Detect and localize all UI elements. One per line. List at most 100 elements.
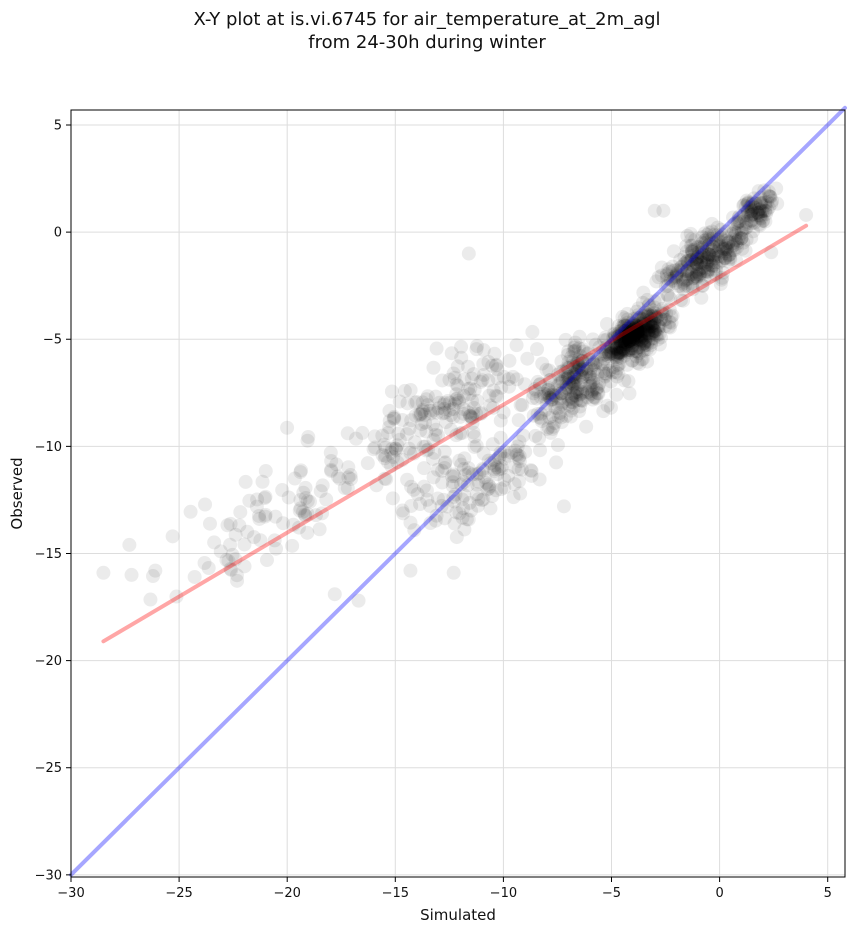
data-point <box>543 390 558 405</box>
data-point <box>300 493 315 508</box>
data-point <box>564 380 579 395</box>
data-point <box>647 203 662 218</box>
data-point <box>758 203 773 218</box>
data-point <box>437 511 452 526</box>
data-point <box>583 379 598 394</box>
data-point <box>586 357 601 372</box>
data-point <box>229 568 244 583</box>
data-point <box>597 366 612 381</box>
data-point <box>575 354 590 369</box>
data-point <box>532 431 547 446</box>
data-point <box>437 405 452 420</box>
x-tick-label: −25 <box>165 886 192 901</box>
data-point <box>755 204 770 219</box>
data-point <box>692 268 707 283</box>
data-point <box>623 320 638 335</box>
data-point <box>680 264 695 279</box>
data-point <box>442 403 457 418</box>
data-point <box>629 318 644 333</box>
data-point <box>422 403 437 418</box>
data-point <box>324 453 339 468</box>
data-point <box>680 263 695 278</box>
data-point <box>625 344 640 359</box>
data-point <box>761 184 776 199</box>
data-point <box>708 267 723 282</box>
data-point <box>726 223 741 238</box>
data-point <box>230 573 245 588</box>
data-point <box>579 364 594 379</box>
data-point <box>533 443 548 458</box>
data-point <box>415 404 430 419</box>
data-point <box>738 243 753 258</box>
data-point <box>597 351 612 366</box>
data-point <box>621 321 636 336</box>
data-point <box>697 233 712 248</box>
data-point <box>740 205 755 220</box>
data-point <box>707 248 722 263</box>
data-point <box>165 529 180 544</box>
data-point <box>466 407 481 422</box>
data-point <box>224 562 239 577</box>
data-point <box>587 356 602 371</box>
data-point <box>581 345 596 360</box>
data-point <box>731 231 746 246</box>
data-point <box>249 499 264 514</box>
data-point <box>695 278 710 293</box>
data-point <box>426 403 441 418</box>
data-point <box>603 400 618 415</box>
data-point <box>395 503 410 518</box>
data-point <box>631 324 646 339</box>
data-point <box>568 335 583 350</box>
data-point <box>403 445 418 460</box>
data-point <box>645 316 660 331</box>
data-point <box>609 387 624 402</box>
data-point <box>268 509 283 524</box>
data-point <box>734 231 749 246</box>
data-point <box>743 208 758 223</box>
data-point <box>642 342 657 357</box>
data-point <box>579 367 594 382</box>
data-point <box>548 388 563 403</box>
data-point <box>667 269 682 284</box>
data-point <box>575 384 590 399</box>
data-point <box>643 318 658 333</box>
data-point <box>689 267 704 282</box>
data-point <box>614 323 629 338</box>
data-point <box>714 244 729 259</box>
data-point <box>430 491 445 506</box>
data-point <box>641 307 656 322</box>
data-point <box>429 341 444 356</box>
data-point <box>387 411 402 426</box>
data-point <box>626 318 641 333</box>
data-point <box>695 236 710 251</box>
data-point <box>618 343 633 358</box>
data-point <box>636 320 651 335</box>
data-point <box>253 533 268 548</box>
data-point <box>585 392 600 407</box>
data-point <box>642 323 657 338</box>
data-point <box>369 478 384 493</box>
data-point <box>629 318 644 333</box>
grid-lines <box>70 110 845 877</box>
data-point <box>680 278 695 293</box>
data-point <box>643 338 658 353</box>
y-tick-label: −20 <box>35 654 62 669</box>
data-point <box>701 246 716 261</box>
data-point <box>631 324 646 339</box>
data-point <box>624 320 639 335</box>
data-point <box>617 335 632 350</box>
data-point <box>617 318 632 333</box>
data-point <box>736 198 751 213</box>
data-point <box>753 204 768 219</box>
data-point <box>488 388 503 403</box>
data-point <box>377 437 392 452</box>
data-point <box>633 331 648 346</box>
data-point <box>467 429 482 444</box>
data-point <box>613 336 628 351</box>
data-point <box>745 207 760 222</box>
data-point <box>614 326 629 341</box>
data-point <box>476 356 491 371</box>
data-point <box>700 258 715 273</box>
data-point <box>390 455 405 470</box>
data-point <box>575 386 590 401</box>
